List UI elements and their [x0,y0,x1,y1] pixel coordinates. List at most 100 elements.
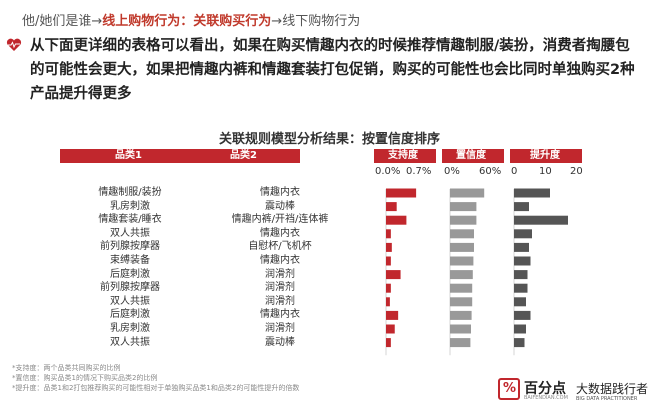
table-row: 后庭刺激 润滑剂 [60,268,600,281]
table-row: 双人共振 润滑剂 [60,295,600,308]
cell-category-2: 情趣内衣 [260,255,300,266]
cell-category-1: 双人共振 [110,336,150,348]
brand-url: BAIFENDIAN.COM [524,395,568,401]
confidence-bar [450,283,473,293]
cell-category-2: 情趣内衣 [260,187,300,198]
lift-bar [514,215,568,225]
confidence-bar [450,202,477,212]
lift-bar [514,188,550,198]
cell-category-2: 润滑剂 [265,295,295,307]
table-row: 双人共振 情趣内衣 [60,227,600,240]
cell-category-1: 情趣套装/睡衣 [98,214,162,226]
lift-tick-0: 0 [511,166,518,177]
header-confidence: 置信度 [456,150,486,161]
header-support: 支持度 [388,150,418,161]
header-lift: 提升度 [530,150,560,161]
title-bold: 线上购物行为：关联购买行为 [102,14,272,29]
confidence-bar [450,297,473,307]
support-bar [386,324,395,334]
confidence-bar [450,256,474,266]
lift-tick-2: 20 [570,166,583,177]
table-row: 后庭刺激 情趣内衣 [60,308,600,321]
confidence-bar [450,270,473,280]
confidence-tick-1: 60% [479,166,502,177]
table-row: 乳房刺激 润滑剂 [60,322,600,335]
lift-bar [514,270,528,280]
confidence-bar [450,310,472,320]
chart-title: 关联规则模型分析结果：按置信度排序 [218,132,440,147]
table-row: 情趣制服/装扮 情趣内衣 [60,186,600,199]
cell-category-2: 情趣内衣 [260,227,300,239]
cell-category-2: 情趣内裤/开裆/连体裤 [231,214,329,226]
cell-category-2: 润滑剂 [265,323,295,334]
cell-category-1: 乳房刺激 [110,200,150,212]
brand-logo: 百分点 BAIFENDIAN.COM 大数据践行者 BIG DATA PRACT… [498,378,648,408]
lift-bar [514,297,526,307]
lift-bar [514,242,529,252]
support-bar [386,215,407,225]
confidence-bar [450,338,471,348]
brand-slogan: 大数据践行者 [576,382,649,396]
footnotes: *支持度：两个品类共同购买的比例 *置信度：购买品类1的情况下购买品类2的比例 … [12,363,299,393]
page-title: 他/她们是谁→线上购物行为：关联购买行为→线下购物行为 [22,10,360,29]
support-tick-1: 0.7% [406,166,432,177]
cell-category-2: 震动棒 [265,336,295,348]
cell-category-1: 双人共振 [110,227,150,239]
footnote-confidence: *置信度：购买品类1的情况下购买品类2的比例 [12,374,158,382]
title-suffix: →线下购物行为 [271,14,361,29]
lift-bar [514,256,531,266]
title-prefix: 他/她们是谁→ [22,14,103,29]
confidence-bar [450,229,474,239]
lift-bar [514,202,529,212]
lift-bar [514,338,525,348]
header-cat2: 品类2 [230,150,257,161]
summary-text: 从下面更详细的表格可以看出，如果在购买情趣内衣的时候推荐情趣制服/装扮，消费者掏… [30,38,635,102]
header-bar-categories: 品类1 品类2 [60,149,300,163]
heart-pulse-icon [6,38,22,51]
support-bar [386,283,391,293]
cell-category-1: 前列腺按摩器 [100,282,160,294]
support-bar [386,270,401,280]
brand-slogan-en: BIG DATA PRACTITIONER [576,396,638,402]
confidence-bar [450,215,477,225]
support-bar [386,338,391,348]
lift-bar [514,324,526,334]
support-bar [386,242,392,252]
cell-category-2: 润滑剂 [265,282,295,294]
confidence-bar [450,188,485,198]
support-bar [386,297,390,307]
cell-category-2: 自慰杯/飞机杯 [248,241,312,253]
lift-bar [514,310,531,320]
support-bar [386,188,417,198]
brand-name: 百分点 [524,381,566,397]
cell-category-1: 后庭刺激 [110,309,150,321]
cell-category-2: 震动棒 [265,200,295,212]
lift-tick-1: 10 [539,166,552,177]
cell-category-1: 情趣制服/装扮 [98,187,162,198]
cell-category-1: 前列腺按摩器 [100,241,160,253]
cell-category-1: 乳房刺激 [110,323,150,334]
table-row: 前列腺按摩器 润滑剂 [60,281,600,294]
cell-category-2: 情趣内衣 [260,309,300,321]
support-bar [386,202,397,212]
table-row: 情趣套装/睡衣 情趣内裤/开裆/连体裤 [60,213,600,226]
footnote-support: *支持度：两个品类共同购买的比例 [12,364,121,372]
lift-bar [514,283,528,293]
cell-category-2: 润滑剂 [265,268,295,280]
cell-category-1: 双人共振 [110,295,150,307]
support-bar [386,229,391,239]
support-bar [386,256,391,266]
cell-category-1: 束缚装备 [110,255,150,266]
cell-category-1: 后庭刺激 [110,268,150,280]
lift-bar [514,229,532,239]
support-bar [386,310,399,320]
percent-logo-icon [498,378,520,400]
table-row: 乳房刺激 震动棒 [60,200,600,213]
confidence-bar [450,324,471,334]
table-row: 双人共振 震动棒 [60,336,600,349]
table-row: 前列腺按摩器 自慰杯/飞机杯 [60,240,600,253]
support-tick-0: 0.0% [375,166,401,177]
header-cat1: 品类1 [115,150,142,161]
header-bar-confidence: 置信度 [442,149,504,163]
